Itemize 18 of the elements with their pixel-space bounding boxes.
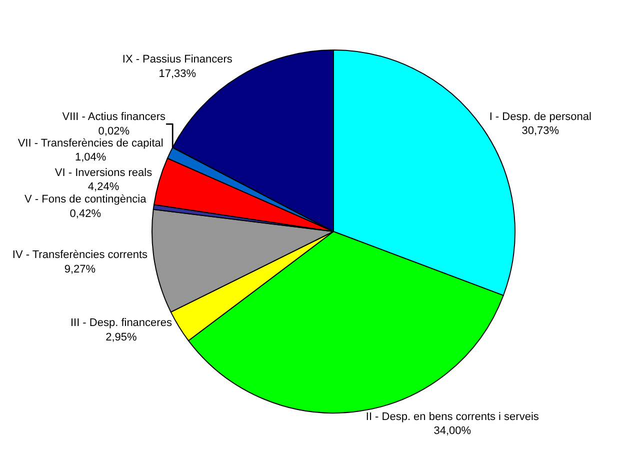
slice-label: IV - Transferències corrents xyxy=(12,249,148,262)
slice-label: VI - Inversions reals xyxy=(54,166,153,179)
slice-label: IX - Passius Financers xyxy=(122,53,233,66)
slice-label: III - Desp. financeres xyxy=(70,317,172,330)
slice-label: II - Desp. en bens corrents i serveis xyxy=(366,410,540,423)
slice-label: V - Fons de contingència xyxy=(24,194,148,206)
data-label: 30,73% xyxy=(522,125,560,138)
slice-label: VIII - Actius financers xyxy=(62,110,166,123)
data-label: 0,02% xyxy=(98,125,130,138)
data-label: 0,42% xyxy=(70,208,102,220)
slice-label: I - Desp. de personal xyxy=(489,110,592,123)
data-label: 34,00% xyxy=(434,425,472,438)
slice-label: VII - Transferències de capital xyxy=(18,137,164,150)
data-label: 17,33% xyxy=(158,68,196,80)
data-label: 1,04% xyxy=(74,152,106,164)
data-label: 2,95% xyxy=(106,332,138,344)
data-label: 9,27% xyxy=(64,263,96,276)
data-label: 4,24% xyxy=(88,181,120,194)
